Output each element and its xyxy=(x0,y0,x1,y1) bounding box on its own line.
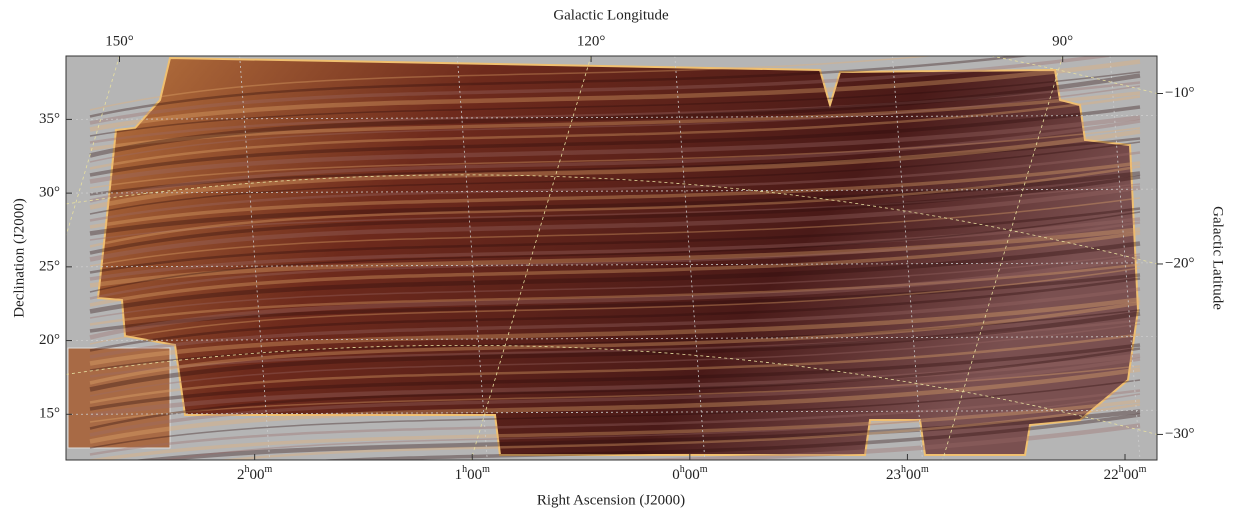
streak xyxy=(316,413,1141,460)
streak xyxy=(89,287,1141,359)
streak xyxy=(89,231,1141,307)
grid-line xyxy=(66,409,1157,415)
streak xyxy=(89,56,937,111)
streak xyxy=(132,409,1141,460)
streak xyxy=(89,273,1141,333)
streak xyxy=(89,365,1141,423)
streak xyxy=(89,56,1117,125)
y-tick-label: 30° xyxy=(39,185,60,201)
top-tick-label: 90° xyxy=(1052,33,1073,49)
streak xyxy=(89,56,1032,118)
streak xyxy=(89,137,1141,196)
streak xyxy=(89,333,1141,404)
right-tick-label: −10° xyxy=(1165,85,1194,101)
dust-patch xyxy=(67,347,171,449)
streak xyxy=(89,353,1141,418)
top-axis-label: Galactic Longitude xyxy=(553,7,669,23)
streak xyxy=(89,297,1141,366)
galactic-grid-line xyxy=(470,56,592,460)
streak xyxy=(89,85,1141,163)
streak xyxy=(89,115,1141,184)
streak xyxy=(89,211,1141,293)
grid-line xyxy=(66,262,1157,268)
streak xyxy=(89,221,1141,300)
streak xyxy=(89,343,1141,411)
x-tick-label: 1h00m xyxy=(455,464,491,483)
image xyxy=(66,56,1157,460)
streak xyxy=(89,389,1141,456)
streak xyxy=(89,367,1141,444)
y-tick-label: 25° xyxy=(39,258,60,274)
streak xyxy=(89,357,1141,437)
streak xyxy=(89,267,1141,345)
x-tick-label: 2h00m xyxy=(237,464,273,483)
streak xyxy=(89,263,1141,326)
galactic-grid-line xyxy=(66,174,1157,265)
left-axis-label: Declination (J2000) xyxy=(11,198,27,318)
x-tick-label: 22h00m xyxy=(1104,464,1147,483)
streak xyxy=(89,277,1141,352)
streak xyxy=(89,161,1141,229)
streak xyxy=(89,207,1141,274)
streak xyxy=(89,309,1141,371)
streak xyxy=(89,183,1141,241)
streak xyxy=(89,319,1141,378)
right-axis-label: Galactic Latitude xyxy=(1210,206,1226,310)
streak xyxy=(89,119,1141,203)
streak xyxy=(89,185,1141,262)
grid-line xyxy=(66,336,1157,341)
top-tick-label: 150° xyxy=(105,33,134,49)
dust-map xyxy=(96,56,1140,456)
streak xyxy=(89,399,1141,460)
top-tick-label: 120° xyxy=(577,33,606,49)
streak xyxy=(89,95,1141,170)
streak xyxy=(89,379,1141,449)
grid-line xyxy=(66,188,1157,194)
x-tick-label: 23h00m xyxy=(886,464,929,483)
streak xyxy=(89,129,1141,210)
y-tick-label: 20° xyxy=(39,332,60,348)
streak xyxy=(89,59,1141,132)
streak xyxy=(89,253,1141,319)
streak xyxy=(89,151,1141,222)
x-tick-label: 0h00m xyxy=(672,464,708,483)
streaks xyxy=(89,56,1141,460)
streak xyxy=(89,347,1141,430)
coordinate-grid xyxy=(66,56,1157,460)
streak xyxy=(89,311,1141,392)
streak xyxy=(159,393,1141,460)
galactic-grid-line xyxy=(66,344,1157,435)
galactic-grid-line xyxy=(942,56,1064,460)
y-tick-label: 15° xyxy=(39,406,60,422)
streak xyxy=(89,197,1141,267)
streak xyxy=(89,227,1141,288)
right-tick-label: −30° xyxy=(1165,426,1194,442)
streak xyxy=(89,141,1141,215)
streak xyxy=(592,423,1141,460)
streak xyxy=(89,127,1141,189)
plot-frame xyxy=(65,55,1158,461)
grid-line xyxy=(66,115,1157,120)
streak xyxy=(89,323,1141,397)
streak xyxy=(89,71,1141,137)
streak xyxy=(89,175,1141,255)
streak xyxy=(89,255,1141,340)
streak xyxy=(89,217,1141,281)
right-tick-label: −20° xyxy=(1165,255,1194,271)
streak xyxy=(89,171,1141,236)
bottom-axis-label: Right Ascension (J2000) xyxy=(537,492,685,508)
streak xyxy=(89,73,1141,158)
streak xyxy=(89,91,1141,151)
y-tick-label: 35° xyxy=(39,111,60,127)
streak xyxy=(89,105,1141,177)
streak xyxy=(89,81,1141,144)
